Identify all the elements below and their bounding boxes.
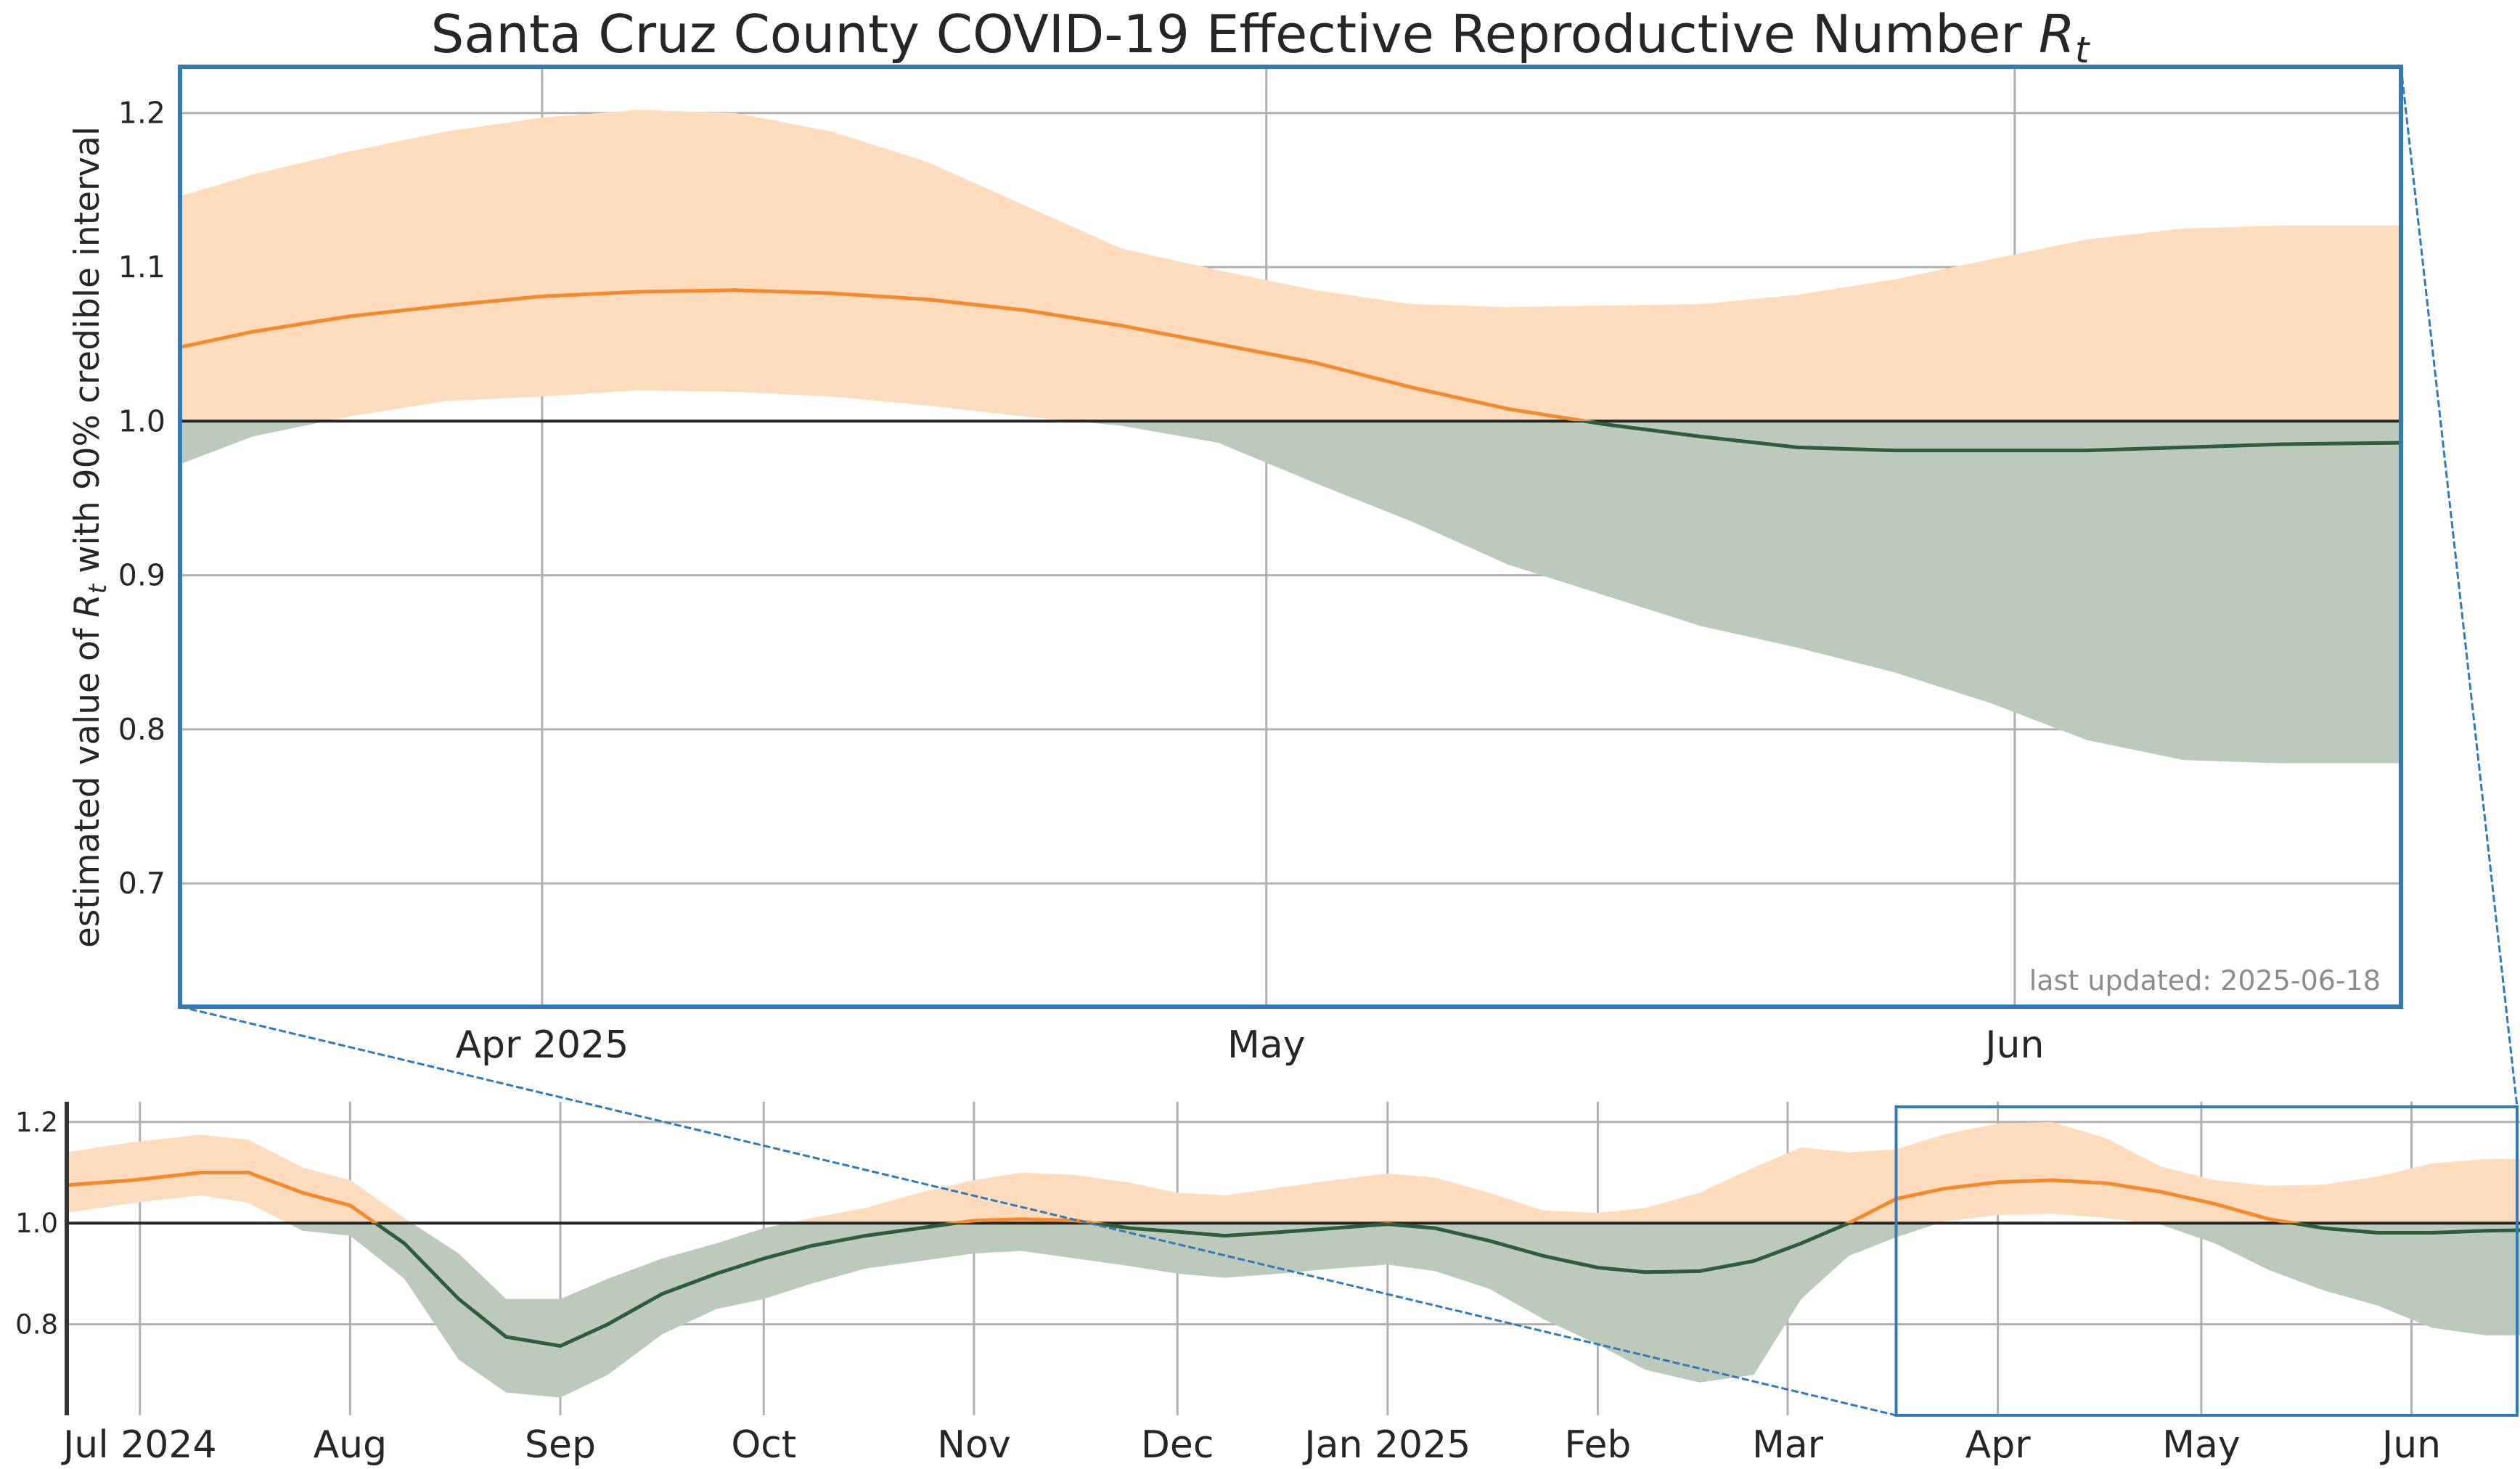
- chart-title: Santa Cruz County COVID-19 Effective Rep…: [431, 4, 2091, 71]
- main-y-tick-labels: 0.7 0.8 0.9 1.0 1.1 1.2: [118, 96, 165, 901]
- ov-xtick-label-3: Oct: [731, 1423, 796, 1467]
- main-ytick-label-3: 1.0: [118, 404, 165, 438]
- overview-median-line-below-1: [372, 1223, 2520, 1349]
- main-median-line-above-1: [180, 288, 1597, 422]
- overview-credible-band-below-1: [287, 1223, 2520, 1398]
- ov-xtick-label-9: Apr: [1965, 1423, 2032, 1467]
- ov-ytick-label-1: 1.0: [15, 1208, 58, 1239]
- ov-ytick-label-0: 0.8: [15, 1309, 58, 1341]
- main-xtick-label-1: May: [1227, 1023, 1306, 1067]
- overview-y-tick-labels: 0.8 1.0 1.2: [15, 1107, 58, 1341]
- ov-ytick-label-2: 1.2: [15, 1107, 58, 1138]
- zoom-connector-left: [179, 1005, 1897, 1417]
- overview-median-line-above-1: [65, 1171, 2304, 1224]
- main-ytick-label-4: 1.1: [118, 250, 165, 285]
- main-ytick-label-1: 0.8: [118, 712, 165, 747]
- main-median-line-below-1: [1574, 421, 2401, 453]
- ov-xtick-label-4: Nov: [937, 1423, 1011, 1467]
- ov-xtick-label-8: Mar: [1752, 1423, 1824, 1467]
- overview-plot-panel: 0.8 1.0 1.2 Jul 2024 Aug Sep Oct Nov Dec Jan 202…: [15, 1102, 2520, 1467]
- main-panel-frame: [178, 65, 2403, 1009]
- main-ytick-label-2: 0.9: [118, 558, 165, 593]
- ov-xtick-label-7: Feb: [1564, 1423, 1631, 1467]
- main-ytick-label-5: 1.2: [118, 96, 165, 131]
- main-xtick-label-0: Apr 2025: [455, 1023, 629, 1067]
- ov-xtick-label-10: May: [2162, 1423, 2241, 1467]
- ov-xtick-label-1: Aug: [314, 1423, 388, 1467]
- ov-xtick-label-2: Sep: [525, 1423, 596, 1467]
- ov-xtick-label-5: Dec: [1141, 1423, 1214, 1467]
- main-x-tick-labels: Apr 2025 May Jun: [455, 1023, 2044, 1067]
- overview-inset-indicator: [1894, 1105, 2519, 1417]
- last-updated-label: last updated: 2025-06-18: [2029, 965, 2381, 997]
- overview-x-tick-labels: Jul 2024 Aug Sep Oct Nov Dec Jan 2025 Feb Mar Apr…: [61, 1423, 2441, 1467]
- ov-xtick-label-0: Jul 2024: [61, 1423, 217, 1467]
- main-ytick-label-0: 0.7: [118, 866, 165, 901]
- main-xtick-label-2: Jun: [1983, 1023, 2044, 1067]
- main-credible-band-above-1: [180, 110, 2401, 422]
- main-plot-panel: 0.7 0.8 0.9 1.0 1.1 1.2 Apr 2025 May Jun last u…: [68, 65, 2403, 1067]
- ov-xtick-label-6: Jan 2025: [1302, 1423, 1470, 1467]
- y-axis-label: estimated value of Rt with 90% credible …: [68, 126, 112, 948]
- main-credible-band-below-1: [180, 421, 2401, 764]
- ov-xtick-label-11: Jun: [2380, 1423, 2441, 1467]
- zoom-connector-right: [2400, 66, 2519, 1108]
